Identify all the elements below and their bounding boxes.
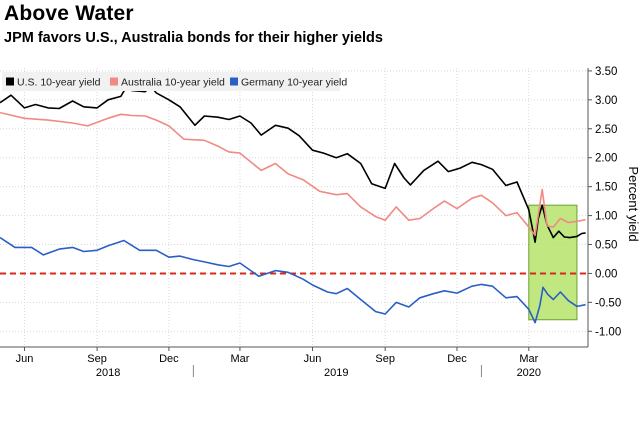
y-tick-label: 0.50	[595, 240, 617, 252]
year-label: 2020	[517, 367, 541, 379]
x-tick-label: Dec	[447, 353, 467, 365]
y-tick-label: 1.50	[595, 182, 617, 194]
legend-swatch	[110, 77, 118, 86]
series-line-0	[0, 85, 586, 243]
legend: U.S. 10-year yield Australia 10-year yiel…	[2, 72, 347, 91]
x-tick-label: Dec	[159, 353, 179, 365]
x-tick-label: Jun	[16, 353, 34, 365]
x-tick-label: Sep	[375, 353, 395, 365]
legend-swatch	[230, 77, 238, 86]
x-tick-label: Jun	[304, 353, 322, 365]
y-tick-label: 1.00	[595, 211, 617, 223]
y-tick-label: 2.50	[595, 124, 617, 136]
y-tick-label: -1.00	[595, 326, 621, 338]
chart-title: Above Water	[4, 2, 134, 25]
x-tick-label: Mar	[519, 353, 538, 365]
series-line-2	[0, 236, 586, 324]
legend-entry: Australia 10-year yield	[121, 77, 225, 89]
chart-subtitle: JPM favors U.S., Australia bonds for the…	[4, 30, 383, 46]
y-tick-label: 3.00	[595, 95, 617, 107]
legend-entry: Germany 10-year yield	[241, 77, 347, 89]
y-axis-label: Percent yield	[626, 166, 640, 241]
x-tick-label: Mar	[230, 353, 249, 365]
y-tick-label: 2.00	[595, 153, 617, 165]
year-label: 2018	[96, 367, 120, 379]
y-tick-label: 3.50	[595, 66, 617, 78]
legend-entry: U.S. 10-year yield	[17, 77, 101, 89]
legend-swatch	[6, 77, 14, 86]
year-label: 2019	[324, 367, 348, 379]
legend-background	[2, 72, 340, 91]
x-tick-label: Sep	[87, 353, 107, 365]
series-line-1	[0, 111, 586, 237]
y-tick-label: -0.50	[595, 297, 621, 309]
plot-area	[0, 68, 588, 346]
y-tick-label: 0.00	[595, 268, 617, 280]
